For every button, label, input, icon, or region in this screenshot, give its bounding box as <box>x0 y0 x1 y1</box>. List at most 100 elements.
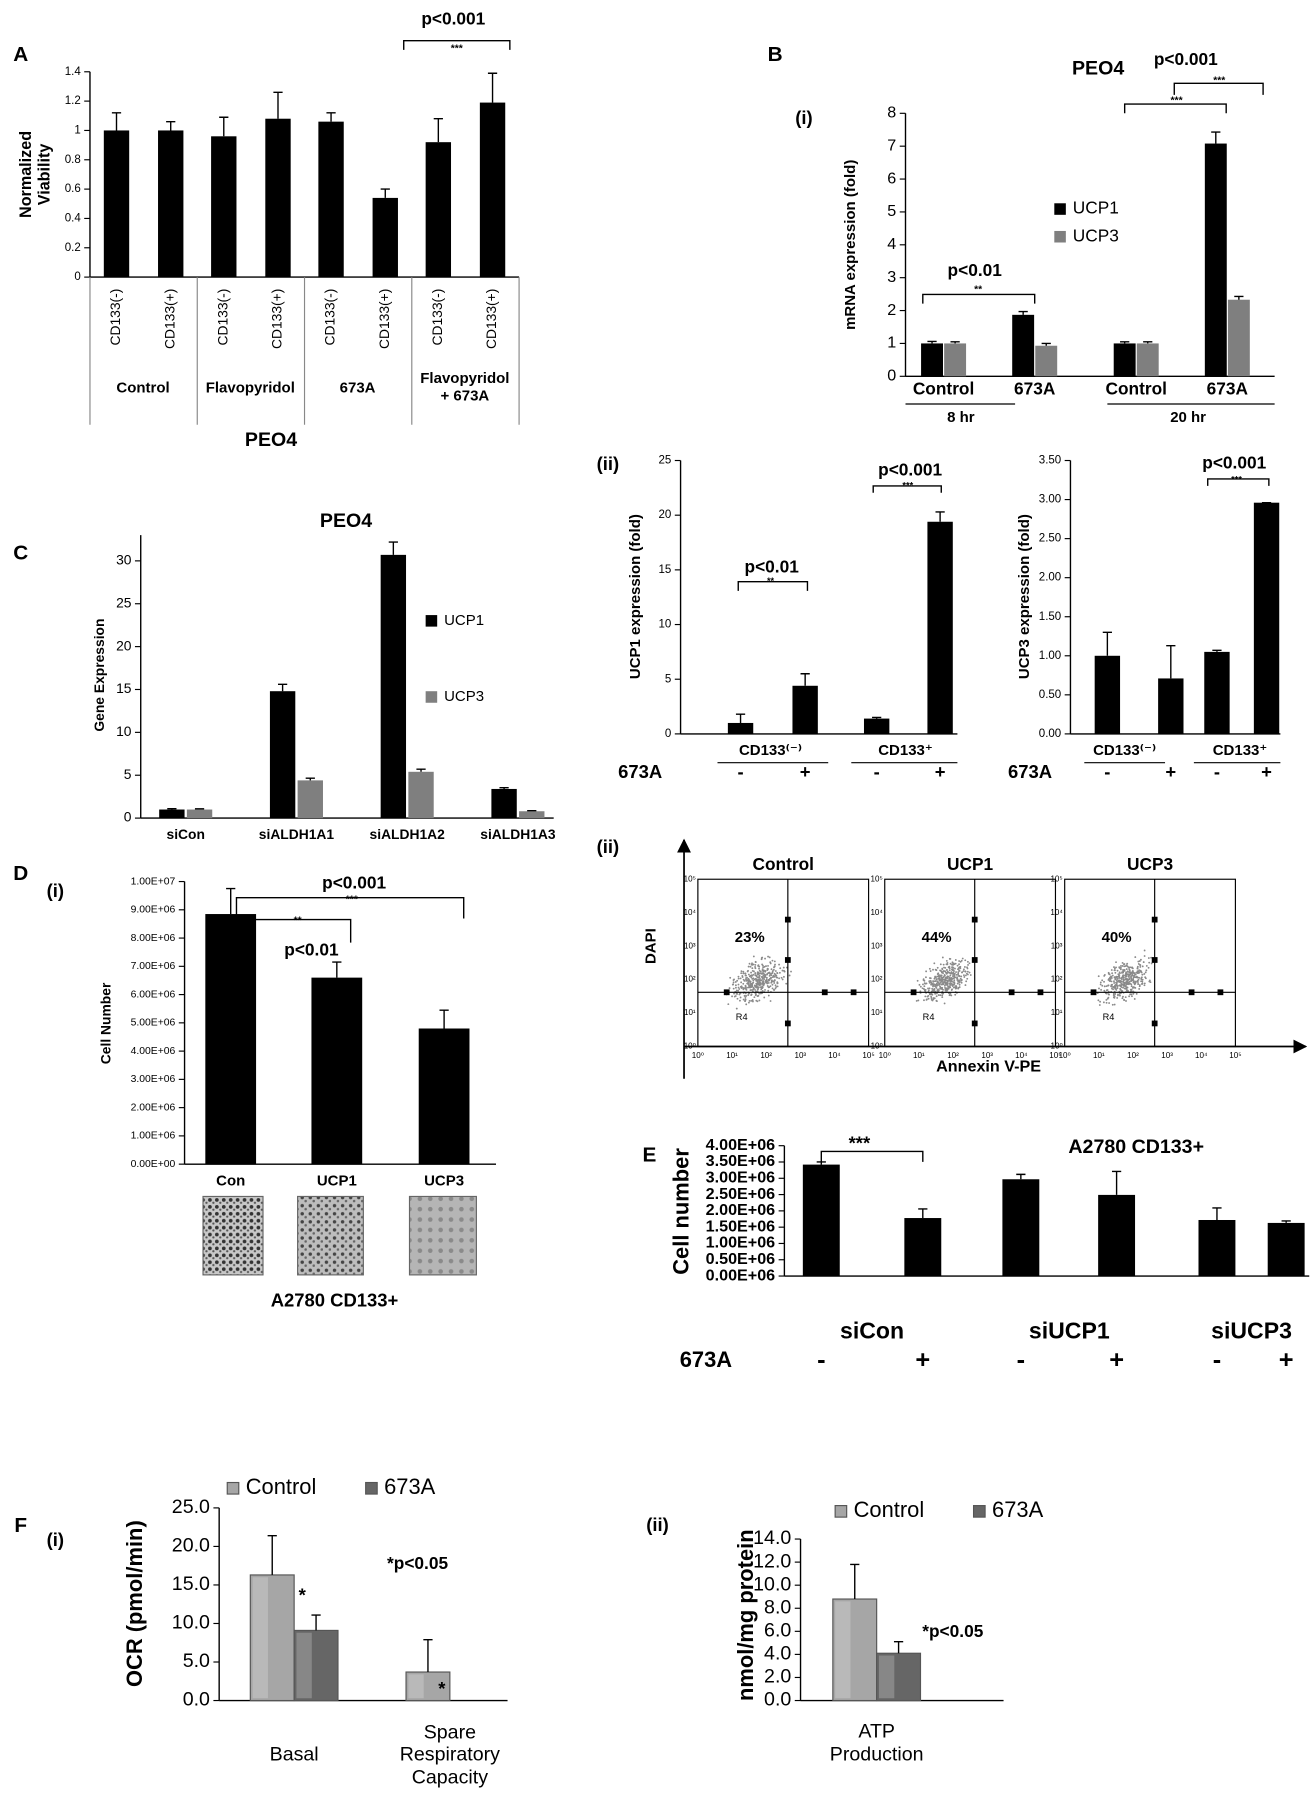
event-dot <box>951 966 953 969</box>
event-dot <box>1115 979 1118 982</box>
event-dot <box>946 970 949 973</box>
x-tick-label-box: ATP Production <box>829 1720 924 1766</box>
event-dot <box>958 979 961 982</box>
event-dot <box>783 969 785 972</box>
event-dot <box>1140 971 1143 974</box>
event-dot <box>764 976 766 978</box>
gate-handle <box>784 957 791 963</box>
event-dot <box>931 993 933 996</box>
event-dot <box>1143 955 1146 957</box>
event-dot <box>1124 996 1127 999</box>
y-tick-label: 20 <box>659 509 672 521</box>
event-dot <box>941 979 943 982</box>
gate-handle <box>1037 989 1044 996</box>
y-axis-label-box: nmol/mg protein <box>734 1529 760 1702</box>
subpanel-label: (ii) <box>597 836 620 857</box>
event-dot <box>1114 971 1117 974</box>
event-dot <box>761 968 764 971</box>
x-tick-label: ATP Production <box>829 1720 924 1766</box>
event-dot <box>755 984 758 987</box>
event-dot <box>960 981 963 984</box>
event-dot <box>743 979 746 982</box>
legend-swatch <box>226 1481 240 1495</box>
event-dot <box>744 985 747 988</box>
event-dot <box>758 999 761 1002</box>
x-tick-label: 10⁰ <box>692 1051 704 1060</box>
event-dot <box>958 960 961 962</box>
event-dot <box>1141 982 1144 985</box>
x-tick-label: + <box>1261 761 1272 782</box>
x-tick-label: Control <box>1105 379 1167 399</box>
subpanel-label: (ii) <box>597 453 620 474</box>
y-tick-label: 10³ <box>871 941 883 950</box>
group-label: Flavopyridol + 673A <box>420 369 510 404</box>
event-dot <box>953 963 956 966</box>
bar <box>904 1218 942 1277</box>
event-dot <box>943 1002 946 1005</box>
group-label: CD133⁽⁻⁾ <box>1093 742 1156 759</box>
event-dot <box>958 963 960 966</box>
y-tick-label: 15 <box>116 680 132 696</box>
bar <box>103 130 130 278</box>
event-dot <box>747 984 750 986</box>
event-dot <box>921 987 924 990</box>
x-tick-label: Con <box>216 1172 245 1189</box>
event-dot <box>1121 976 1124 979</box>
event-dot <box>755 979 758 982</box>
event-dot <box>785 982 788 985</box>
event-dot <box>936 989 939 991</box>
bar <box>1204 143 1227 377</box>
event-dot <box>1132 992 1135 995</box>
event-dot <box>756 986 759 989</box>
error-bar <box>1041 342 1051 346</box>
gate-handle <box>784 1020 791 1027</box>
event-dot <box>1099 981 1102 984</box>
event-dot <box>1135 992 1138 995</box>
event-dot <box>761 972 764 975</box>
event-dot <box>949 974 952 977</box>
y-axis-label: Gene Expression <box>91 618 108 732</box>
event-dot <box>1117 994 1119 997</box>
event-dot <box>946 961 949 964</box>
event-dot <box>944 988 947 990</box>
event-dot <box>919 985 922 988</box>
group-label: 8 hr <box>947 409 975 426</box>
event-dot <box>763 996 766 999</box>
event-dot <box>1129 982 1132 985</box>
event-dot <box>953 975 956 977</box>
bar <box>318 121 344 278</box>
event-dot <box>1097 999 1100 1002</box>
event-dot <box>927 987 929 990</box>
event-dot <box>748 962 751 965</box>
event-dot <box>747 994 750 997</box>
event-dot <box>738 988 741 990</box>
event-dot <box>772 988 775 991</box>
event-dot <box>758 984 761 987</box>
x-tick-label: siALDH1A1 <box>259 826 335 842</box>
event-dot <box>740 970 743 973</box>
error-bar <box>332 961 342 978</box>
event-dot <box>1124 972 1127 975</box>
x-tick-label: 10¹ <box>913 1051 925 1060</box>
event-dot <box>1142 961 1145 964</box>
event-dot <box>782 966 785 969</box>
event-dot <box>1123 963 1126 965</box>
event-dot <box>938 983 941 986</box>
bar <box>863 718 890 734</box>
y-tick-label: 10⁵ <box>684 874 696 883</box>
event-dot <box>1130 979 1133 982</box>
event-dot <box>769 1000 772 1002</box>
event-dot <box>943 981 946 983</box>
y-tick-label: 30 <box>116 552 132 568</box>
event-dot <box>928 980 931 983</box>
event-dot <box>1137 981 1139 983</box>
event-dot <box>741 974 744 977</box>
event-dot <box>946 976 948 979</box>
event-dot <box>737 983 740 986</box>
significance-bracket <box>235 897 465 919</box>
bar <box>1253 502 1280 734</box>
x-tick-label: CD133(+) <box>161 289 177 349</box>
event-dot <box>756 1000 759 1003</box>
y-axis-label: nmol/mg protein <box>734 1529 760 1702</box>
x-tick-label: CD133(-) <box>429 289 445 346</box>
